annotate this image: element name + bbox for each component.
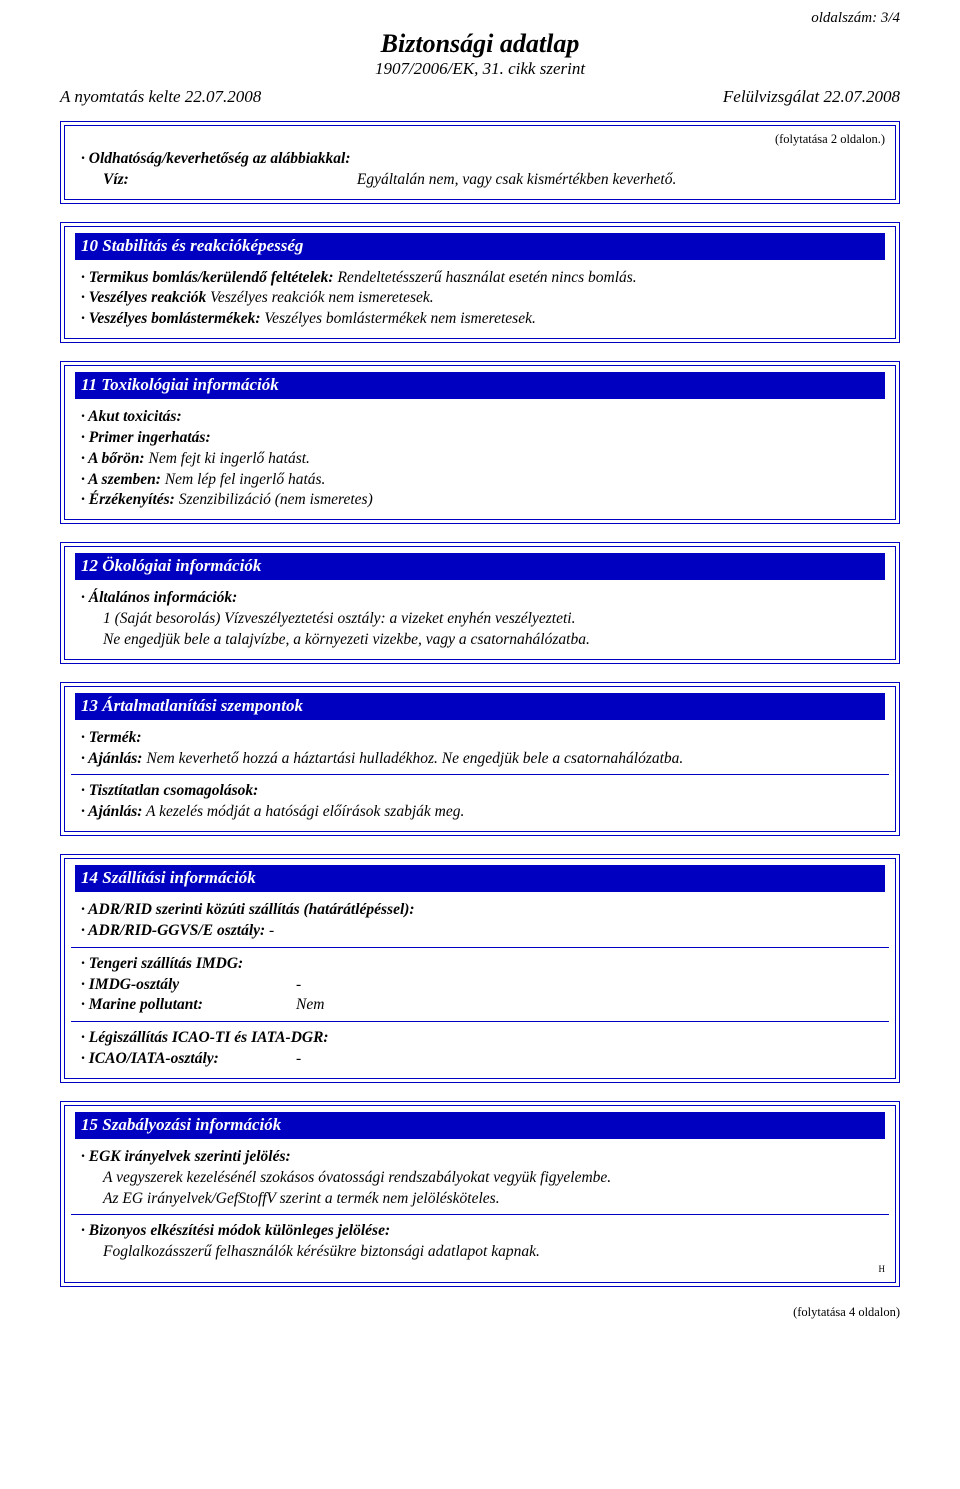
section-13-inner: 13 Ártalmatlanítási szempontok · Termék:… bbox=[64, 686, 896, 832]
s12-l3: Ne engedjük bele a talajvízbe, a környez… bbox=[103, 631, 590, 648]
mix-l2-value: Egyáltalán nem, vagy csak kismértékben k… bbox=[357, 171, 677, 188]
s15-l5: Foglalkozásszerű felhasználók kérésükre … bbox=[103, 1243, 540, 1260]
section-13-header: 13 Ártalmatlanítási szempontok bbox=[75, 693, 885, 720]
s11-l2: · Primer ingerhatás: bbox=[81, 429, 211, 446]
s14-l4-label: · IMDG-osztály bbox=[81, 975, 296, 995]
s10-l3-value: Veszélyes bomlástermékek nem ismeretesek… bbox=[261, 310, 536, 327]
section-mix-inner: (folytatása 2 oldalon.) · Oldhatóság/kev… bbox=[64, 125, 896, 200]
s12-l1: · Általános információk: bbox=[81, 589, 237, 606]
s11-l5-label: · Érzékenyítés: bbox=[81, 491, 175, 508]
s11-l3-label: · A bőrön: bbox=[81, 450, 145, 467]
s14-l1: · ADR/RID szerinti közúti szállítás (hat… bbox=[81, 901, 415, 918]
header-row: A nyomtatás kelte 22.07.2008 Felülvizsgá… bbox=[60, 87, 900, 107]
divider bbox=[71, 947, 889, 948]
h-letter: H bbox=[75, 1264, 885, 1274]
section-15-inner: 15 Szabályozási információk · EGK iránye… bbox=[64, 1105, 896, 1283]
main-title: Biztonsági adatlap bbox=[60, 29, 900, 59]
print-date: A nyomtatás kelte 22.07.2008 bbox=[60, 87, 261, 107]
section-mix-outer: (folytatása 2 oldalon.) · Oldhatóság/kev… bbox=[60, 121, 900, 204]
s10-l1-value: Rendeltetésszerű használat esetén nincs … bbox=[334, 269, 637, 286]
s15-l4: · Bizonyos elkészítési módok különleges … bbox=[81, 1222, 390, 1239]
page-number: oldalszám: 3/4 bbox=[60, 10, 900, 27]
s11-l1: · Akut toxicitás: bbox=[81, 408, 182, 425]
s10-l3-label: · Veszélyes bomlástermékek: bbox=[81, 310, 261, 327]
section-10-inner: 10 Stabilitás és reakcióképesség · Termi… bbox=[64, 226, 896, 339]
section-10-outer: 10 Stabilitás és reakcióképesség · Termi… bbox=[60, 222, 900, 343]
s12-l2: 1 (Saját besorolás) Vízveszélyeztetési o… bbox=[103, 610, 575, 627]
section-15-header: 15 Szabályozási információk bbox=[75, 1112, 885, 1139]
s15-l1: · EGK irányelvek szerinti jelölés: bbox=[81, 1148, 291, 1165]
s14-l7-value: - bbox=[296, 1049, 301, 1069]
section-12-header: 12 Ökológiai információk bbox=[75, 553, 885, 580]
s14-l5-label: · Marine pollutant: bbox=[81, 995, 296, 1015]
section-14-outer: 14 Szállítási információk · ADR/RID szer… bbox=[60, 854, 900, 1083]
s15-l2: A vegyszerek kezelésénél szokásos óvatos… bbox=[103, 1169, 611, 1186]
continuation-next: (folytatása 4 oldalon) bbox=[60, 1305, 900, 1320]
s13-l4-label: · Ajánlás: bbox=[81, 803, 142, 820]
s10-l1-label: · Termikus bomlás/kerülendő feltételek: bbox=[81, 269, 334, 286]
page: oldalszám: 3/4 Biztonsági adatlap 1907/2… bbox=[0, 0, 960, 1340]
section-11-inner: 11 Toxikológiai információk · Akut toxic… bbox=[64, 365, 896, 520]
s14-l7-label: · ICAO/IATA-osztály: bbox=[81, 1049, 296, 1069]
section-14-header: 14 Szállítási információk bbox=[75, 865, 885, 892]
sub-title: 1907/2006/EK, 31. cikk szerint bbox=[60, 59, 900, 79]
section-15-outer: 15 Szabályozási információk · EGK iránye… bbox=[60, 1101, 900, 1287]
s14-l2-value: - bbox=[265, 922, 274, 939]
s10-l2-value: Veszélyes reakciók nem ismeretesek. bbox=[206, 289, 433, 306]
s13-l4-value: A kezelés módját a hatósági előírások sz… bbox=[142, 803, 464, 820]
section-10-header: 10 Stabilitás és reakcióképesség bbox=[75, 233, 885, 260]
s13-l1: · Termék: bbox=[81, 729, 142, 746]
mix-l1: · Oldhatóság/keverhetőség az alábbiakkal… bbox=[81, 150, 351, 167]
s15-l3: Az EG irányelvek/GefStoffV szerint a ter… bbox=[103, 1190, 500, 1207]
section-11-outer: 11 Toxikológiai információk · Akut toxic… bbox=[60, 361, 900, 524]
section-12-outer: 12 Ökológiai információk · Általános inf… bbox=[60, 542, 900, 663]
divider bbox=[71, 1021, 889, 1022]
s14-l6: · Légiszállítás ICAO-TI és IATA-DGR: bbox=[81, 1029, 329, 1046]
section-12-inner: 12 Ökológiai információk · Általános inf… bbox=[64, 546, 896, 659]
s14-l2-label: · ADR/RID-GGVS/E osztály: bbox=[81, 922, 265, 939]
continuation-prev: (folytatása 2 oldalon.) bbox=[75, 132, 885, 147]
section-14-inner: 14 Szállítási információk · ADR/RID szer… bbox=[64, 858, 896, 1079]
s11-l4-value: Nem lép fel ingerlő hatás. bbox=[161, 471, 325, 488]
mix-l2-label: Víz: bbox=[103, 170, 353, 190]
section-13-outer: 13 Ártalmatlanítási szempontok · Termék:… bbox=[60, 682, 900, 836]
s13-l2-value: Nem keverhető hozzá a háztartási hulladé… bbox=[142, 750, 683, 767]
revision-date: Felülvizsgálat 22.07.2008 bbox=[723, 87, 900, 107]
divider bbox=[71, 774, 889, 775]
divider bbox=[71, 1214, 889, 1215]
s10-l2-label: · Veszélyes reakciók bbox=[81, 289, 206, 306]
s14-l3: · Tengeri szállítás IMDG: bbox=[81, 955, 243, 972]
s13-l2-label: · Ajánlás: bbox=[81, 750, 142, 767]
s14-l5-value: Nem bbox=[296, 995, 324, 1015]
s11-l3-value: Nem fejt ki ingerlő hatást. bbox=[145, 450, 310, 467]
s13-l3: · Tisztítatlan csomagolások: bbox=[81, 782, 258, 799]
section-11-header: 11 Toxikológiai információk bbox=[75, 372, 885, 399]
s11-l5-value: Szenzibilizáció (nem ismeretes) bbox=[175, 491, 373, 508]
s11-l4-label: · A szemben: bbox=[81, 471, 161, 488]
s14-l4-value: - bbox=[296, 975, 301, 995]
